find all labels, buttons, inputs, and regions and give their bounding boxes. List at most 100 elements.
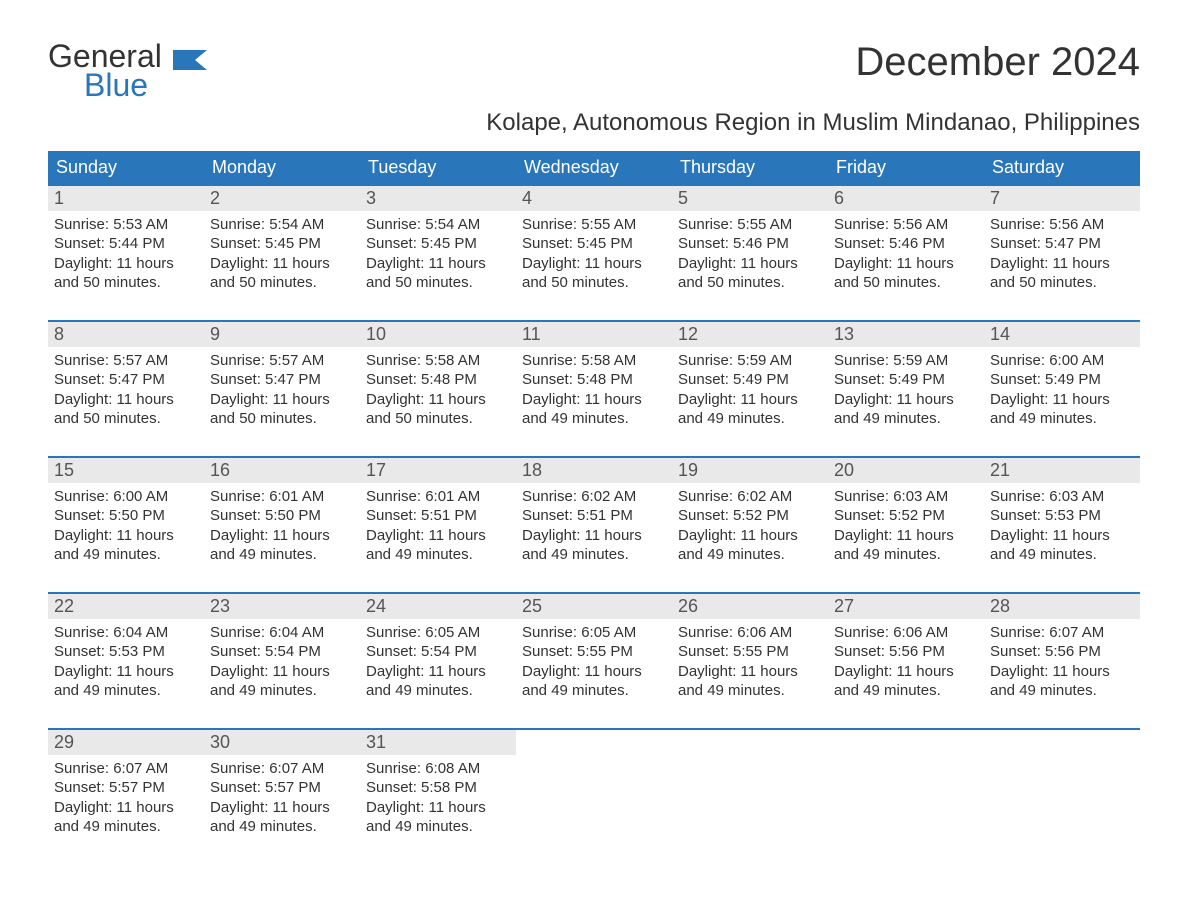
sunset-line: Sunset: 5:48 PM	[366, 370, 510, 390]
sunset-line: Sunset: 5:54 PM	[210, 642, 354, 662]
sunrise-line: Sunrise: 5:54 AM	[210, 215, 354, 235]
calendar-week-row: 1Sunrise: 5:53 AMSunset: 5:44 PMDaylight…	[48, 185, 1140, 299]
page-subtitle: Kolape, Autonomous Region in Muslim Mind…	[48, 109, 1140, 137]
sunset-line: Sunset: 5:49 PM	[834, 370, 978, 390]
day-details: Sunrise: 5:55 AMSunset: 5:46 PMDaylight:…	[672, 211, 828, 299]
daylight-line: Daylight: 11 hours and 49 minutes.	[834, 390, 978, 429]
sunrise-line: Sunrise: 6:04 AM	[54, 623, 198, 643]
week-spacer	[48, 435, 1140, 457]
sunrise-line: Sunrise: 5:53 AM	[54, 215, 198, 235]
calendar-day-cell: 26Sunrise: 6:06 AMSunset: 5:55 PMDayligh…	[672, 593, 828, 707]
calendar-day-cell: 13Sunrise: 5:59 AMSunset: 5:49 PMDayligh…	[828, 321, 984, 435]
day-number: 3	[360, 186, 516, 211]
calendar-day-cell: 29Sunrise: 6:07 AMSunset: 5:57 PMDayligh…	[48, 729, 204, 843]
weekday-header: Tuesday	[360, 151, 516, 185]
day-details: Sunrise: 6:07 AMSunset: 5:57 PMDaylight:…	[48, 755, 204, 843]
calendar-day-cell: 22Sunrise: 6:04 AMSunset: 5:53 PMDayligh…	[48, 593, 204, 707]
daylight-line: Daylight: 11 hours and 49 minutes.	[366, 798, 510, 837]
day-number: 18	[516, 458, 672, 483]
calendar-day-cell: 1Sunrise: 5:53 AMSunset: 5:44 PMDaylight…	[48, 185, 204, 299]
day-number: 6	[828, 186, 984, 211]
day-details: Sunrise: 5:55 AMSunset: 5:45 PMDaylight:…	[516, 211, 672, 299]
calendar-day-cell	[516, 729, 672, 843]
calendar-day-cell: 18Sunrise: 6:02 AMSunset: 5:51 PMDayligh…	[516, 457, 672, 571]
sunrise-line: Sunrise: 5:56 AM	[990, 215, 1134, 235]
day-number: 1	[48, 186, 204, 211]
sunset-line: Sunset: 5:51 PM	[366, 506, 510, 526]
sunset-line: Sunset: 5:58 PM	[366, 778, 510, 798]
daylight-line: Daylight: 11 hours and 49 minutes.	[522, 390, 666, 429]
sunset-line: Sunset: 5:47 PM	[54, 370, 198, 390]
sunset-line: Sunset: 5:45 PM	[522, 234, 666, 254]
calendar-day-cell: 11Sunrise: 5:58 AMSunset: 5:48 PMDayligh…	[516, 321, 672, 435]
sunset-line: Sunset: 5:56 PM	[834, 642, 978, 662]
sunrise-line: Sunrise: 6:01 AM	[210, 487, 354, 507]
calendar-day-cell: 19Sunrise: 6:02 AMSunset: 5:52 PMDayligh…	[672, 457, 828, 571]
sunset-line: Sunset: 5:55 PM	[678, 642, 822, 662]
daylight-line: Daylight: 11 hours and 49 minutes.	[834, 662, 978, 701]
calendar-day-cell: 2Sunrise: 5:54 AMSunset: 5:45 PMDaylight…	[204, 185, 360, 299]
daylight-line: Daylight: 11 hours and 49 minutes.	[210, 798, 354, 837]
calendar-day-cell: 20Sunrise: 6:03 AMSunset: 5:52 PMDayligh…	[828, 457, 984, 571]
calendar-day-cell	[828, 729, 984, 843]
calendar-day-cell: 14Sunrise: 6:00 AMSunset: 5:49 PMDayligh…	[984, 321, 1140, 435]
day-number: 21	[984, 458, 1140, 483]
day-details: Sunrise: 6:07 AMSunset: 5:56 PMDaylight:…	[984, 619, 1140, 707]
daylight-line: Daylight: 11 hours and 49 minutes.	[990, 526, 1134, 565]
sunrise-line: Sunrise: 6:07 AM	[210, 759, 354, 779]
day-number: 23	[204, 594, 360, 619]
day-number: 20	[828, 458, 984, 483]
weekday-header: Saturday	[984, 151, 1140, 185]
day-details: Sunrise: 6:06 AMSunset: 5:55 PMDaylight:…	[672, 619, 828, 707]
sunset-line: Sunset: 5:50 PM	[210, 506, 354, 526]
day-details: Sunrise: 6:03 AMSunset: 5:53 PMDaylight:…	[984, 483, 1140, 571]
day-details: Sunrise: 5:58 AMSunset: 5:48 PMDaylight:…	[360, 347, 516, 435]
calendar-day-cell: 27Sunrise: 6:06 AMSunset: 5:56 PMDayligh…	[828, 593, 984, 707]
calendar-day-cell: 28Sunrise: 6:07 AMSunset: 5:56 PMDayligh…	[984, 593, 1140, 707]
sunset-line: Sunset: 5:50 PM	[54, 506, 198, 526]
daylight-line: Daylight: 11 hours and 49 minutes.	[210, 526, 354, 565]
day-details: Sunrise: 5:54 AMSunset: 5:45 PMDaylight:…	[360, 211, 516, 299]
daylight-line: Daylight: 11 hours and 50 minutes.	[522, 254, 666, 293]
sunset-line: Sunset: 5:48 PM	[522, 370, 666, 390]
daylight-line: Daylight: 11 hours and 50 minutes.	[54, 390, 198, 429]
day-number: 29	[48, 730, 204, 755]
day-details: Sunrise: 6:05 AMSunset: 5:55 PMDaylight:…	[516, 619, 672, 707]
day-details: Sunrise: 6:06 AMSunset: 5:56 PMDaylight:…	[828, 619, 984, 707]
day-details: Sunrise: 6:05 AMSunset: 5:54 PMDaylight:…	[360, 619, 516, 707]
day-number: 7	[984, 186, 1140, 211]
sunset-line: Sunset: 5:47 PM	[210, 370, 354, 390]
sunset-line: Sunset: 5:49 PM	[990, 370, 1134, 390]
calendar-day-cell: 17Sunrise: 6:01 AMSunset: 5:51 PMDayligh…	[360, 457, 516, 571]
day-details: Sunrise: 5:53 AMSunset: 5:44 PMDaylight:…	[48, 211, 204, 299]
day-number: 22	[48, 594, 204, 619]
day-number: 8	[48, 322, 204, 347]
day-details: Sunrise: 6:00 AMSunset: 5:50 PMDaylight:…	[48, 483, 204, 571]
day-number: 2	[204, 186, 360, 211]
sunrise-line: Sunrise: 5:58 AM	[522, 351, 666, 371]
sunrise-line: Sunrise: 5:58 AM	[366, 351, 510, 371]
sunset-line: Sunset: 5:49 PM	[678, 370, 822, 390]
weekday-header-row: Sunday Monday Tuesday Wednesday Thursday…	[48, 151, 1140, 185]
calendar-week-row: 29Sunrise: 6:07 AMSunset: 5:57 PMDayligh…	[48, 729, 1140, 843]
daylight-line: Daylight: 11 hours and 49 minutes.	[54, 526, 198, 565]
sunrise-line: Sunrise: 5:56 AM	[834, 215, 978, 235]
day-number: 25	[516, 594, 672, 619]
day-details: Sunrise: 5:56 AMSunset: 5:47 PMDaylight:…	[984, 211, 1140, 299]
day-details: Sunrise: 6:02 AMSunset: 5:51 PMDaylight:…	[516, 483, 672, 571]
day-number: 31	[360, 730, 516, 755]
week-spacer	[48, 707, 1140, 729]
sunrise-line: Sunrise: 6:02 AM	[522, 487, 666, 507]
sunset-line: Sunset: 5:53 PM	[54, 642, 198, 662]
calendar-day-cell	[672, 729, 828, 843]
day-number: 16	[204, 458, 360, 483]
day-number: 26	[672, 594, 828, 619]
day-details: Sunrise: 5:58 AMSunset: 5:48 PMDaylight:…	[516, 347, 672, 435]
sunrise-line: Sunrise: 6:01 AM	[366, 487, 510, 507]
daylight-line: Daylight: 11 hours and 50 minutes.	[366, 254, 510, 293]
sunrise-line: Sunrise: 5:59 AM	[834, 351, 978, 371]
day-number: 9	[204, 322, 360, 347]
daylight-line: Daylight: 11 hours and 50 minutes.	[210, 390, 354, 429]
sunset-line: Sunset: 5:45 PM	[366, 234, 510, 254]
sunrise-line: Sunrise: 6:00 AM	[54, 487, 198, 507]
